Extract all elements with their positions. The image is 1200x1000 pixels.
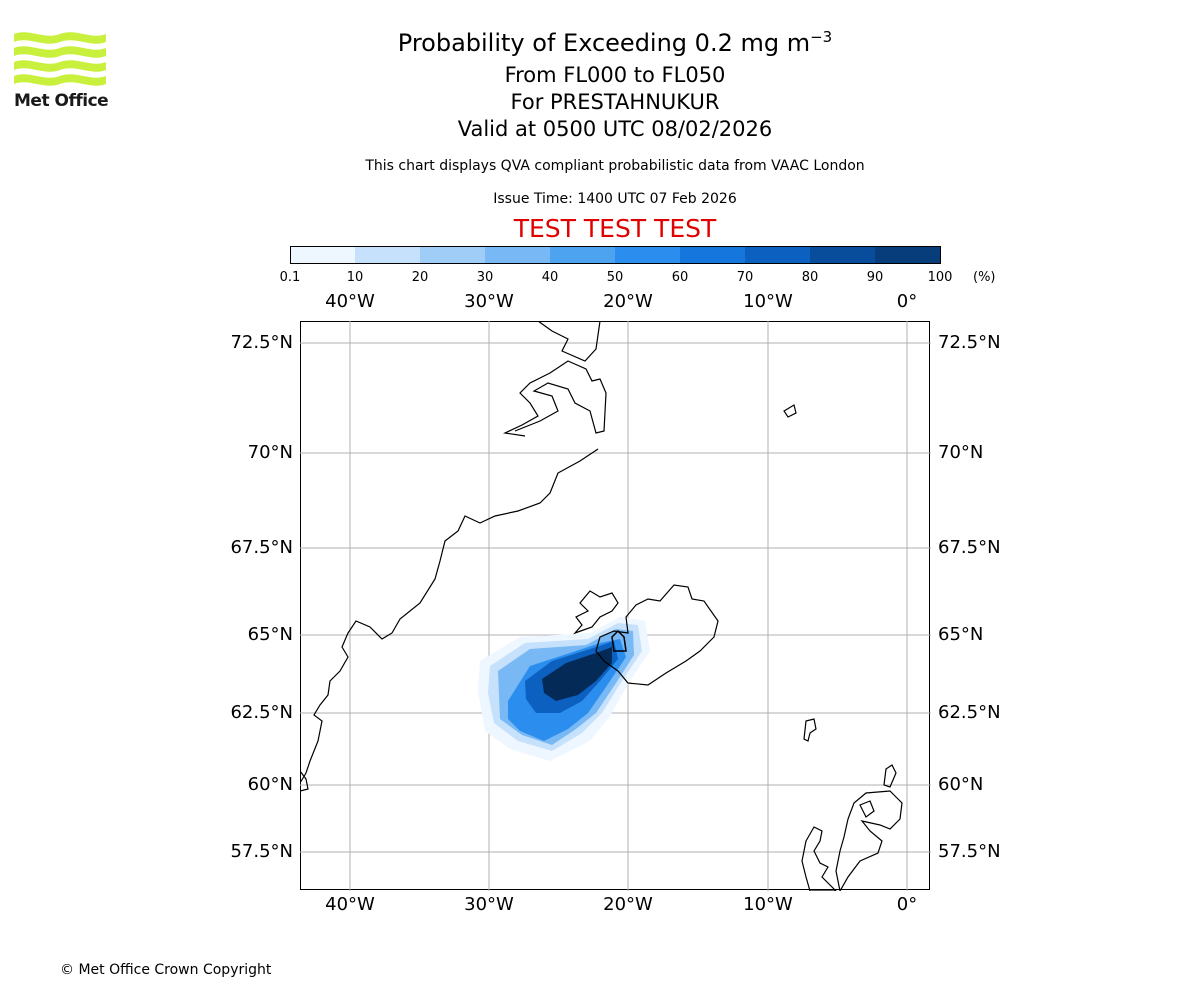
lon-label-bottom: 0° [896, 894, 918, 915]
lat-label-left: 67.5°N [230, 537, 293, 558]
orkney [859, 800, 875, 818]
colorbar-tick-label: 60 [671, 270, 689, 285]
lon-label-bottom: 40°W [325, 894, 375, 915]
colorbar [290, 246, 941, 264]
test-banner: TEST TEST TEST [513, 214, 717, 243]
colorbar-segment [680, 247, 746, 263]
chart-title: Probability of Exceeding 0.2 mg m−3 [0, 28, 1200, 57]
greenland-ne-coast [537, 321, 601, 362]
lat-label-left: 60°N [247, 774, 293, 795]
map-panel [300, 321, 931, 891]
colorbar-tick-label: 70 [736, 270, 754, 285]
lat-label-right: 72.5°N [938, 332, 1001, 353]
lon-label-top: 20°W [603, 291, 653, 312]
colorbar-tick-label: 90 [866, 270, 884, 285]
lon-label-top: 10°W [743, 291, 793, 312]
faroe-islands [803, 718, 817, 742]
greenland-east-coast [300, 448, 599, 784]
issue-time: Issue Time: 1400 UTC 07 Feb 2026 [493, 191, 737, 207]
volcano-name: For PRESTAHNUKUR [510, 90, 720, 114]
iceland-main-coast [595, 584, 719, 686]
colorbar-tick-label: 10 [346, 270, 364, 285]
flight-levels: From FL000 to FL050 [504, 63, 726, 87]
logo-text: Met Office [14, 91, 109, 111]
colorbar-tick-label: 80 [801, 270, 819, 285]
coastlines [300, 321, 903, 891]
hebrides-coast [801, 826, 837, 891]
colorbar-segment [745, 247, 811, 263]
valid-time: Valid at 0500 UTC 08/02/2026 [457, 117, 773, 141]
volcano-marker-icon [611, 629, 627, 652]
lat-label-right: 67.5°N [938, 537, 1001, 558]
colorbar-tick-label: 30 [476, 270, 494, 285]
lon-label-top: 0° [896, 291, 918, 312]
colorbar-segment [485, 247, 551, 263]
lat-label-right: 62.5°N [938, 702, 1001, 723]
colorbar-tick-label: 0.1 [279, 270, 301, 285]
title-superscript: −3 [810, 28, 833, 46]
colorbar-border [290, 246, 941, 264]
colorbar-tick-label: 40 [541, 270, 559, 285]
title-main: Probability of Exceeding 0.2 mg m [397, 29, 811, 57]
lat-label-left: 65°N [247, 624, 293, 645]
colorbar-units: (%) [973, 270, 996, 285]
colorbar-segment [875, 247, 941, 263]
lon-label-top: 40°W [325, 291, 375, 312]
lat-label-right: 60°N [938, 774, 984, 795]
lon-label-bottom: 10°W [743, 894, 793, 915]
greenland-south-tip [300, 770, 309, 792]
colorbar-tick-label: 50 [606, 270, 624, 285]
lat-label-right: 70°N [938, 442, 984, 463]
greenland-fjords [502, 360, 607, 437]
colorbar-tick-label: 100 [927, 270, 953, 285]
lon-label-top: 30°W [464, 291, 514, 312]
colorbar-segment [355, 247, 421, 263]
jan-mayen [783, 404, 797, 418]
colorbar-segment [615, 247, 681, 263]
ash-probability-plume [478, 617, 650, 761]
lat-label-left: 72.5°N [230, 332, 293, 353]
plume-band-90-100 [542, 647, 612, 701]
lon-label-bottom: 30°W [464, 894, 514, 915]
chart-description: This chart displays QVA compliant probab… [365, 158, 865, 174]
lat-label-left: 57.5°N [230, 841, 293, 862]
colorbar-segment [550, 247, 616, 263]
colorbar-segment [420, 247, 486, 263]
map-frame [300, 321, 930, 890]
scotland-coast [835, 790, 903, 891]
lat-label-right: 57.5°N [938, 841, 1001, 862]
shetland [883, 764, 897, 788]
lat-label-right: 65°N [938, 624, 984, 645]
lat-label-left: 70°N [247, 442, 293, 463]
met-office-wave-logo-icon [14, 32, 106, 86]
iceland-westfjords [573, 590, 619, 635]
colorbar-tick-label: 20 [411, 270, 429, 285]
lat-label-left: 62.5°N [230, 702, 293, 723]
copyright: © Met Office Crown Copyright [60, 962, 272, 978]
colorbar-segment [810, 247, 876, 263]
colorbar-segment [290, 247, 356, 263]
lon-label-bottom: 20°W [603, 894, 653, 915]
